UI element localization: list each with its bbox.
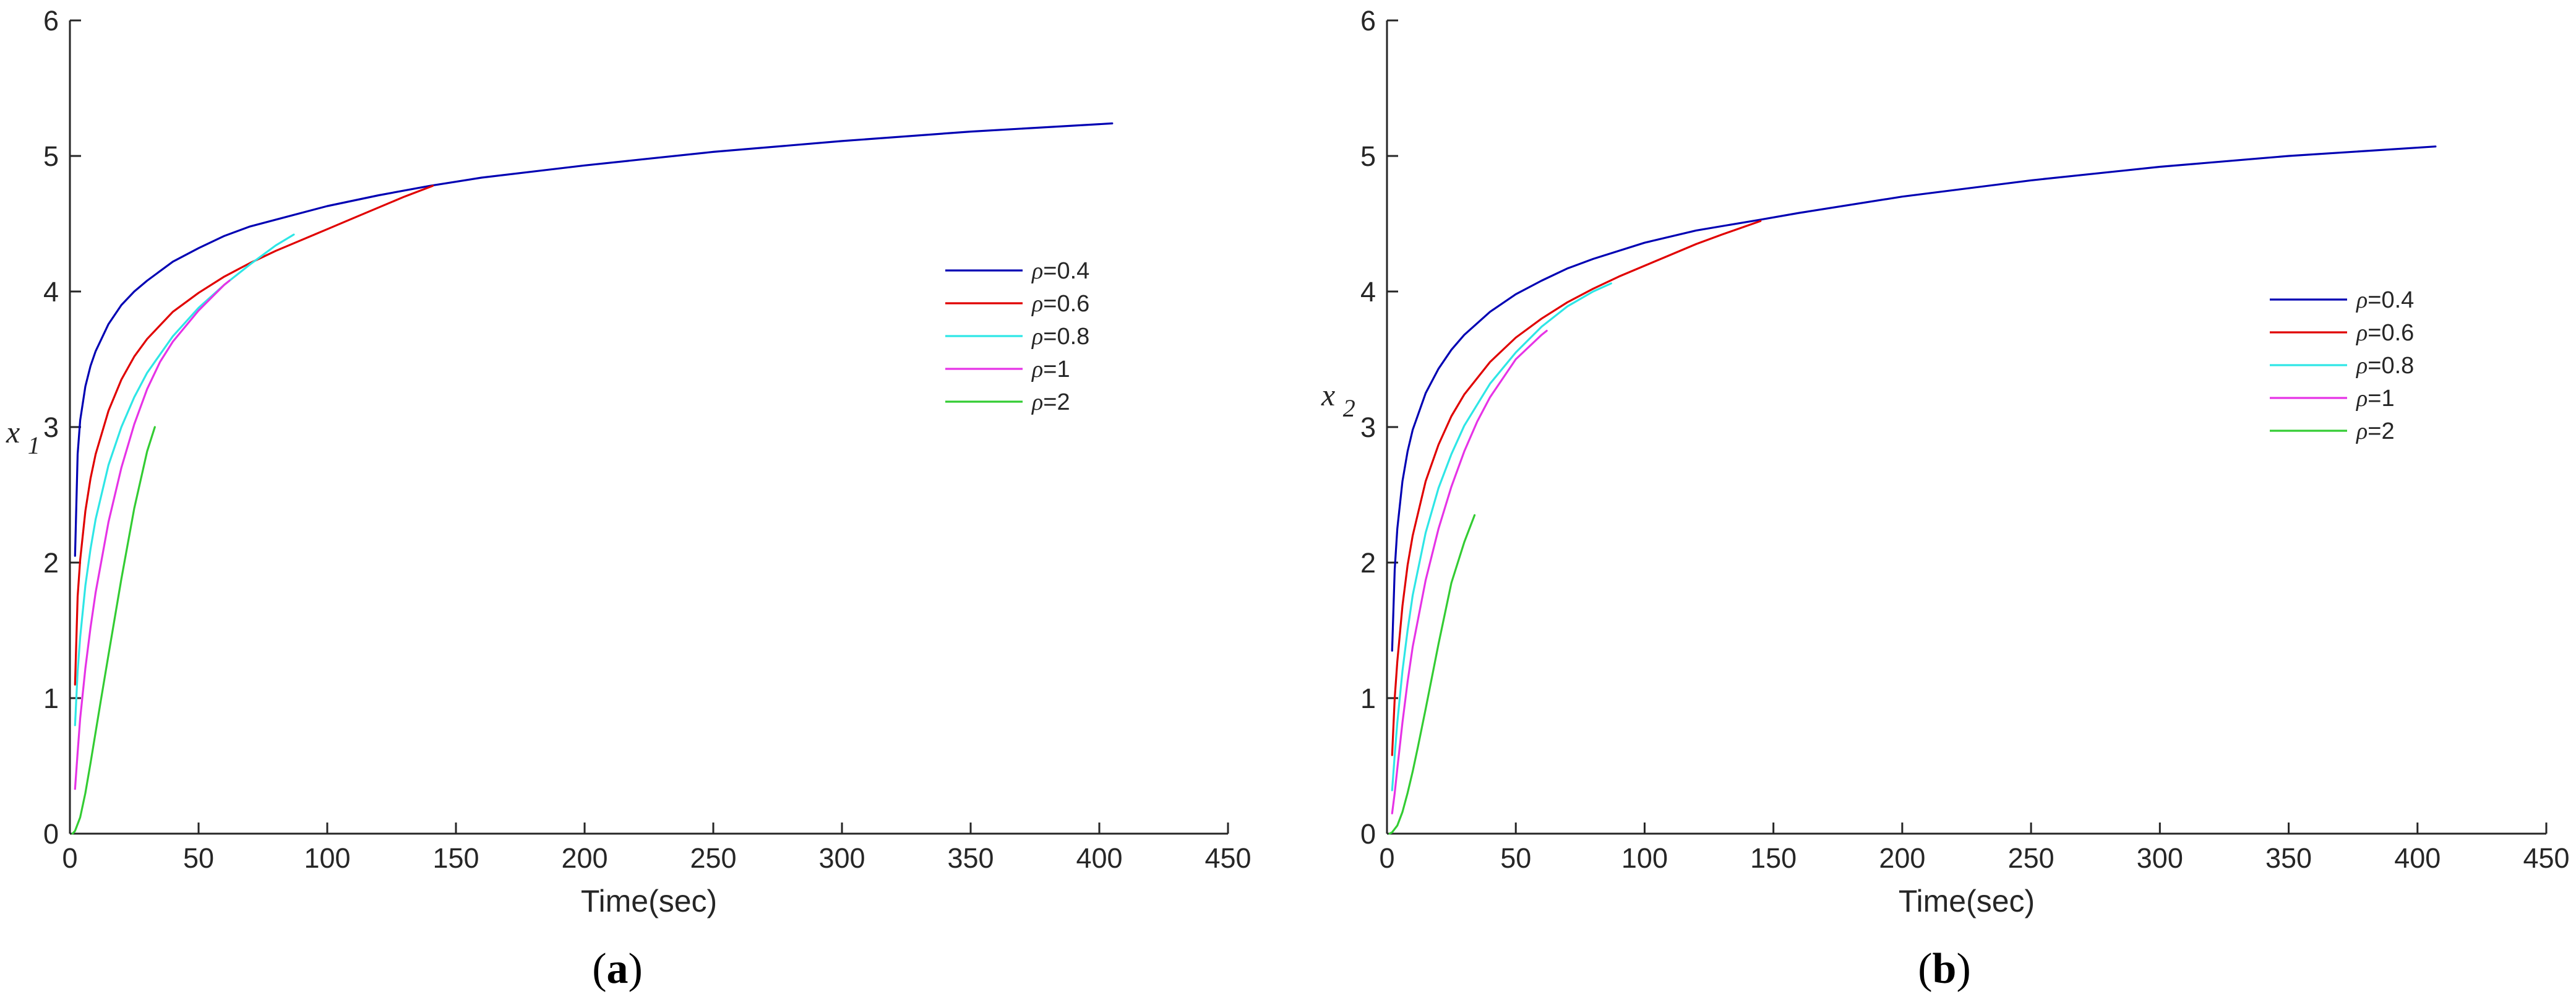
legend-label-symbol-a-2: ρ [1031,324,1043,350]
panel-label-a-open: ( [592,945,606,993]
panel-label-b-open: ( [1918,945,1932,993]
legend-label-a-3: ρ=1 [1031,356,1070,382]
legend-label-symbol-b-0: ρ [2356,287,2368,313]
series-line-a-0 [74,122,1114,557]
x-tick-label-b-7: 350 [2265,842,2312,874]
x-tick-label-a-5: 250 [690,842,736,874]
legend-label-symbol-a-4: ρ [1031,389,1043,415]
series-line-b-0 [1391,145,2437,652]
y-axis-label-b: x 2 [1321,378,1355,422]
legend-label-value-a-0: =0.4 [1043,258,1089,284]
y-tick-label-b-5: 5 [1360,140,1376,172]
legend-label-value-b-2: =0.8 [2368,353,2414,379]
x-tick-label-b-2: 100 [1621,842,1668,874]
x-tick-label-a-7: 350 [947,842,994,874]
legend-label-value-b-1: =0.6 [2368,320,2414,346]
y-axis-label-b-subscript: 2 [1343,394,1355,422]
legend-label-symbol-b-3: ρ [2356,386,2368,412]
x-axis-label-a: Time(sec) [581,884,717,918]
x-axis-label-b: Time(sec) [1899,884,2035,918]
y-axis-label-a-subscript: 1 [28,431,40,459]
legend-label-symbol-b-1: ρ [2356,320,2368,346]
y-tick-label-b-0: 0 [1360,818,1376,850]
panel-label-b-letter: b [1933,945,1957,993]
series-line-b-4 [1388,514,1476,835]
legend-label-a-1: ρ=0.6 [1031,291,1089,317]
x-tick-label-b-1: 50 [1500,842,1531,874]
x-tick-label-a-3: 150 [432,842,479,874]
legend-label-a-0: ρ=0.4 [1031,258,1089,284]
legend-label-symbol-b-2: ρ [2356,353,2368,379]
legend-label-value-a-2: =0.8 [1043,324,1089,350]
legend-label-b-4: ρ=2 [2356,418,2395,444]
legend-label-value-b-3: =1 [2368,386,2394,412]
legend-label-b-3: ρ=1 [2356,386,2395,412]
x-tick-label-a-4: 200 [561,842,608,874]
legend-label-a-4: ρ=2 [1031,389,1070,415]
plot-area-b: 0 50 100 150 200 250 300 350 400 450 0 1 2 3 4 5 6 [1360,5,2570,874]
legend-label-b-0: ρ=0.4 [2356,287,2414,313]
legend-label-symbol-a-3: ρ [1031,356,1043,382]
legend-label-b-2: ρ=0.8 [2356,353,2414,379]
series-line-a-1 [74,184,434,686]
x-tick-label-b-5: 250 [2008,842,2054,874]
x-tick-label-b-4: 200 [1879,842,1925,874]
panel-label-a: (a) [592,945,643,993]
y-tick-label-b-6: 6 [1360,5,1376,37]
x-tick-label-a-6: 300 [818,842,865,874]
x-tick-label-a-8: 400 [1076,842,1122,874]
x-tick-label-b-3: 150 [1750,842,1797,874]
legend-label-b-1: ρ=0.6 [2356,320,2414,346]
legend-label-value-a-3: =1 [1043,356,1070,382]
y-tick-label-a-2: 2 [43,547,59,579]
x-tick-label-b-8: 400 [2394,842,2441,874]
series-line-b-3 [1391,329,1548,814]
y-tick-label-b-1: 1 [1360,683,1376,714]
y-tick-label-a-0: 0 [43,818,59,850]
legend-b: ρ=0.4ρ=0.6ρ=0.8ρ=1ρ=2 [2270,287,2414,444]
series-line-b-1 [1391,220,1762,756]
x-tick-label-a-9: 450 [1204,842,1251,874]
y-tick-label-a-4: 4 [43,276,59,308]
series-line-a-3 [74,279,231,790]
y-tick-label-a-6: 6 [43,5,59,37]
x-tick-label-b-9: 450 [2523,842,2569,874]
panel-label-a-close: ) [629,945,643,993]
series-line-a-2 [74,233,295,727]
panel-label-a-letter: a [607,945,629,993]
legend-label-symbol-a-0: ρ [1031,258,1043,284]
legend-label-symbol-b-4: ρ [2356,418,2368,444]
y-tick-label-b-2: 2 [1360,547,1376,579]
series-line-a-4 [71,426,156,835]
y-tick-label-a-3: 3 [43,412,59,443]
panel-label-b-close: ) [1956,945,1970,993]
legend-label-value-a-1: =0.6 [1043,291,1089,317]
x-tick-label-b-6: 300 [2137,842,2183,874]
legend-label-a-2: ρ=0.8 [1031,324,1089,350]
y-tick-label-a-1: 1 [43,683,59,714]
plot-area-a: 0 50 100 150 200 250 300 350 400 450 0 1 2 3 4 5 6 [43,5,1252,874]
series-line-b-2 [1391,282,1612,792]
legend-label-value-b-0: =0.4 [2368,287,2414,313]
y-tick-label-b-4: 4 [1360,276,1376,308]
legend-label-symbol-a-1: ρ [1031,291,1043,317]
y-tick-label-a-5: 5 [43,140,59,172]
y-axis-label-b-base: x [1321,378,1335,412]
panel-label-b: (b) [1918,945,1971,993]
x-tick-label-a-2: 100 [304,842,350,874]
x-tick-label-a-0: 0 [62,842,77,874]
x-tick-label-b-0: 0 [1379,842,1394,874]
legend-label-value-a-4: =2 [1043,389,1070,415]
legend-a: ρ=0.4ρ=0.6ρ=0.8ρ=1ρ=2 [945,258,1089,415]
y-tick-label-b-3: 3 [1360,412,1376,443]
legend-label-value-b-4: =2 [2368,418,2394,444]
y-axis-label-a: x 1 [6,415,40,459]
y-axis-label-a-base: x [6,415,20,449]
chart-panel-a: 0 50 100 150 200 250 300 350 400 450 0 1 2 3 4 5 6 Time(… [6,5,1252,993]
x-tick-label-a-1: 50 [183,842,214,874]
